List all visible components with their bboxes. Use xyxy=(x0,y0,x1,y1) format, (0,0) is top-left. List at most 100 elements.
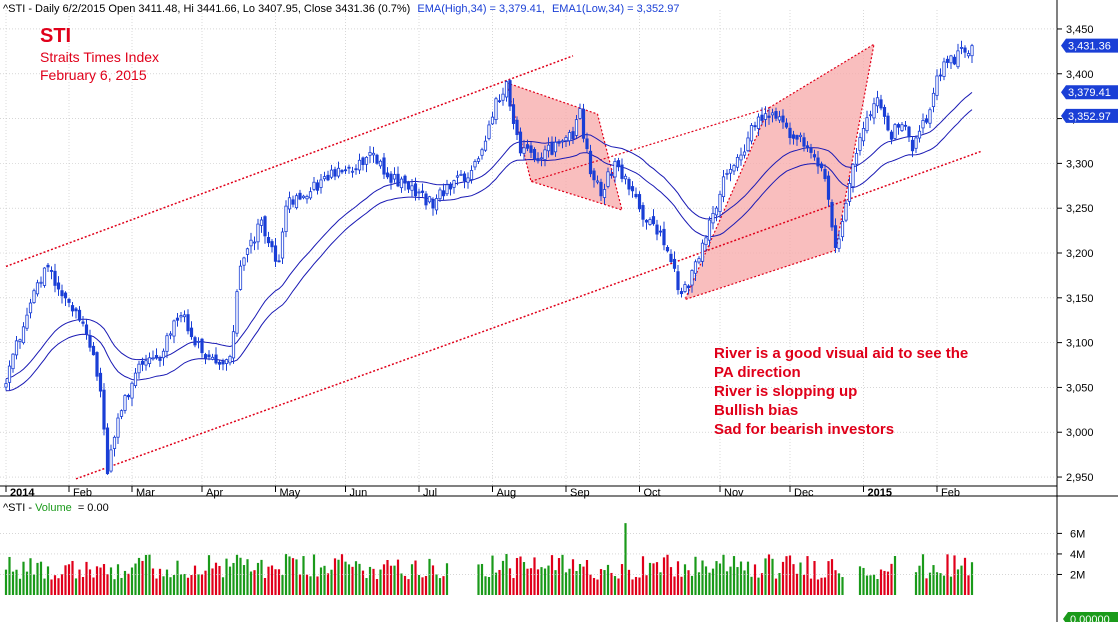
candle-body xyxy=(550,141,554,155)
channel-line-lower xyxy=(75,150,983,480)
candle-body xyxy=(228,356,232,364)
month-label: Feb xyxy=(73,487,92,499)
volume-bar xyxy=(351,566,354,595)
volume-bar xyxy=(393,565,396,595)
candle-body xyxy=(427,196,432,203)
candle-body xyxy=(42,267,47,286)
volume-bar xyxy=(445,563,449,595)
volume-bar xyxy=(67,564,71,595)
candle-body xyxy=(567,132,572,142)
volume-bar xyxy=(302,556,305,595)
volume-bar xyxy=(396,559,400,595)
candle-body xyxy=(193,337,197,346)
volume-tag-label: 0.00000 xyxy=(1070,614,1110,622)
candle-body xyxy=(49,270,54,272)
volume-bar xyxy=(914,572,918,595)
price-tick-label: 3,000 xyxy=(1066,427,1094,439)
candle-body xyxy=(161,350,166,359)
volume-bar xyxy=(645,575,648,595)
candle-body xyxy=(221,361,225,365)
volume-bar xyxy=(939,573,942,595)
volume-bar xyxy=(921,554,925,595)
volume-bar xyxy=(22,561,25,595)
price-tag xyxy=(1061,85,1118,100)
candle-body xyxy=(424,193,428,206)
candle-body xyxy=(28,302,33,314)
candle-body xyxy=(357,159,362,171)
candle-body xyxy=(938,74,943,77)
candle-body xyxy=(350,170,355,173)
volume-bar xyxy=(71,560,74,595)
volume-bar xyxy=(106,574,109,595)
volume-bar xyxy=(729,566,732,595)
candle-body xyxy=(371,152,376,156)
candle-body xyxy=(102,389,106,430)
candle-body xyxy=(812,154,817,158)
candle-body xyxy=(396,173,400,187)
volume-bar xyxy=(760,573,764,595)
candle-body xyxy=(893,124,897,139)
candle-body xyxy=(53,270,57,286)
candle-body xyxy=(518,131,523,154)
volume-bar xyxy=(953,555,956,595)
candle-body xyxy=(389,173,393,183)
price-tick-label: 3,250 xyxy=(1066,203,1094,215)
volume-bar xyxy=(200,574,204,595)
volume-bar xyxy=(862,567,865,595)
price-tick-label: 3,300 xyxy=(1066,158,1094,170)
candle-body xyxy=(270,241,274,248)
volume-bar xyxy=(477,564,480,595)
candle-body xyxy=(179,315,183,318)
volume-bar xyxy=(130,567,134,595)
volume-bar xyxy=(949,576,953,595)
volume-bar xyxy=(113,579,116,595)
volume-bar xyxy=(522,562,526,595)
candle-body xyxy=(665,246,670,252)
volume-bar xyxy=(263,577,267,595)
volume-bar xyxy=(624,523,627,595)
price-tag-label: 3,431.36 xyxy=(1068,41,1111,53)
volume-bar xyxy=(81,576,85,595)
candle-body xyxy=(725,172,729,175)
volume-bar xyxy=(666,554,669,595)
volume-bar xyxy=(781,561,785,595)
candle-body xyxy=(74,308,78,312)
candle-body xyxy=(91,345,96,356)
candles xyxy=(4,40,974,475)
volume-bar xyxy=(680,576,683,595)
volume-bar xyxy=(687,570,690,595)
volume-bar xyxy=(585,560,589,595)
candle-body xyxy=(480,149,484,156)
candle-body xyxy=(242,257,246,266)
candle-body xyxy=(515,119,519,136)
candle-body xyxy=(252,241,257,244)
volume-bar xyxy=(883,570,886,595)
volume-bar xyxy=(837,573,841,595)
volume-bar xyxy=(617,578,620,595)
candle-body xyxy=(592,170,596,181)
candle-body xyxy=(879,99,883,109)
volume-bar xyxy=(715,561,718,595)
volume-bar xyxy=(638,577,641,595)
candle-body xyxy=(399,178,404,189)
volume-bar xyxy=(400,573,403,595)
candle-body xyxy=(942,61,946,77)
volume-bar xyxy=(967,575,970,595)
candle-body xyxy=(728,168,733,174)
volume-bar xyxy=(806,556,809,595)
candle-body xyxy=(574,119,579,136)
volume-bar xyxy=(267,566,270,595)
volume-bar xyxy=(498,569,501,595)
candle-body xyxy=(364,156,369,165)
candle-body xyxy=(714,207,719,216)
price-tick-label: 3,450 xyxy=(1066,24,1094,36)
candle-body xyxy=(588,150,593,175)
volume-bar xyxy=(508,568,512,595)
candle-body xyxy=(945,58,950,63)
volume-bar xyxy=(211,568,214,595)
candle-body xyxy=(217,361,222,365)
candle-body xyxy=(256,223,260,243)
candle-body xyxy=(910,139,915,152)
candle-body xyxy=(672,258,677,269)
volume-bar xyxy=(718,563,722,595)
